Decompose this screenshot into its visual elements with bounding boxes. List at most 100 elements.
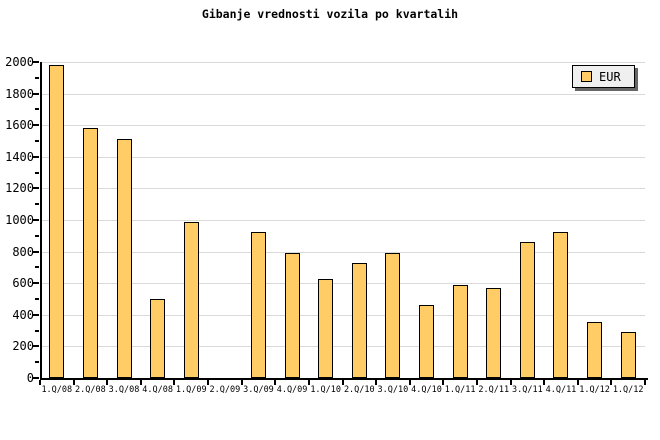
bar <box>150 299 166 378</box>
bar <box>351 263 367 378</box>
x-axis-label: 1.Q/11 <box>444 385 476 395</box>
bar <box>49 65 65 378</box>
x-axis-label: 2.Q/09 <box>209 385 241 395</box>
x-tick <box>173 380 176 385</box>
y-axis-line <box>40 62 42 380</box>
bar <box>116 139 132 378</box>
x-tick <box>644 380 646 385</box>
x-tick <box>341 380 344 385</box>
x-axis-label: 4.Q/11 <box>545 385 577 395</box>
bar <box>553 231 569 378</box>
gridline <box>40 93 645 95</box>
y-major-tick <box>33 155 39 158</box>
x-axis-label: 4.Q/10 <box>411 385 442 395</box>
y-major-tick <box>33 187 39 190</box>
y-major-tick <box>33 61 39 63</box>
y-major-tick <box>33 92 39 95</box>
x-tick <box>375 380 378 385</box>
gridline <box>40 125 645 127</box>
bar <box>284 253 300 378</box>
x-tick <box>307 380 310 385</box>
gridline <box>40 62 645 63</box>
y-major-tick <box>33 124 39 127</box>
x-axis-label: 3.Q/08 <box>108 385 140 395</box>
x-tick <box>509 380 512 385</box>
bar <box>250 231 266 378</box>
x-tick <box>610 380 613 385</box>
y-minor-tick <box>35 329 39 332</box>
bar <box>587 321 603 378</box>
bar <box>183 221 199 378</box>
y-axis-label: 400 <box>12 307 34 322</box>
x-axis-label: 1.Q/08 <box>41 385 73 395</box>
x-axis-label: 4.Q/08 <box>142 385 173 395</box>
gridline <box>40 251 645 253</box>
x-tick <box>408 380 411 385</box>
bar <box>318 279 334 378</box>
x-axis-label: 1.Q/12 <box>579 385 610 395</box>
bar <box>486 287 502 378</box>
x-tick <box>72 380 75 385</box>
x-tick <box>240 380 243 385</box>
y-axis-label: 0 <box>26 371 34 385</box>
y-minor-tick <box>35 203 39 206</box>
y-major-tick <box>33 377 39 379</box>
y-major-tick <box>33 219 39 221</box>
bar <box>385 253 401 378</box>
plot-area: 0 200 400 600 800 1000 1200 1400 1600 1800 2000 1.Q… <box>5 55 648 395</box>
x-axis-label: 3.Q/09 <box>243 385 274 395</box>
y-minor-tick <box>35 298 39 300</box>
y-major-tick <box>33 345 39 348</box>
x-tick <box>207 380 210 385</box>
x-tick <box>475 380 478 385</box>
x-axis-label: 2.Q/11 <box>478 385 510 395</box>
y-major-tick <box>33 313 39 316</box>
legend-label: EUR <box>599 69 621 84</box>
gridline <box>40 283 645 285</box>
gridline <box>40 188 645 190</box>
y-axis-label: 1200 <box>5 181 34 196</box>
y-major-tick <box>33 250 39 253</box>
y-axis-label: 1600 <box>5 118 34 133</box>
x-tick <box>106 380 109 385</box>
gridline <box>40 220 645 221</box>
x-tick <box>139 380 142 385</box>
y-axis-label: 800 <box>12 244 34 259</box>
x-axis-label: 1.Q/10 <box>310 385 342 395</box>
legend-swatch-icon <box>581 71 592 82</box>
x-axis-label: 1.Q/09 <box>175 385 207 395</box>
x-tick <box>39 380 41 385</box>
x-axis-label: 3.Q/10 <box>377 385 409 395</box>
y-axis-label: 200 <box>12 339 34 354</box>
legend: EUR <box>572 65 635 88</box>
bar <box>82 128 98 378</box>
y-axis-label: 1000 <box>5 213 34 227</box>
x-tick <box>274 380 277 385</box>
x-axis-label: 2.Q/08 <box>75 385 106 395</box>
bar <box>519 242 535 378</box>
y-minor-tick <box>35 76 39 79</box>
y-minor-tick <box>35 266 39 269</box>
x-tick <box>576 380 579 385</box>
bar <box>620 332 636 378</box>
x-axis-line <box>40 378 648 380</box>
gridline <box>40 314 645 316</box>
y-axis-label: 2000 <box>5 55 34 69</box>
chart-title: Gibanje vrednosti vozila po kvartalih <box>201 7 459 21</box>
y-minor-tick <box>35 234 39 237</box>
x-axis-label: 2.Q/10 <box>343 385 375 395</box>
y-axis-label: 1400 <box>5 149 34 164</box>
x-axis-label: 3.Q/11 <box>511 385 543 395</box>
x-tick <box>543 380 546 385</box>
x-axis-label: 4.Q/09 <box>276 385 308 395</box>
bar <box>419 305 435 378</box>
y-minor-tick <box>35 140 39 142</box>
y-major-tick <box>33 282 39 285</box>
y-axis-label: 600 <box>12 276 34 291</box>
bar <box>452 284 468 378</box>
y-minor-tick <box>35 361 39 364</box>
gridline <box>40 346 645 348</box>
y-minor-tick <box>35 108 39 111</box>
y-axis-label: 1800 <box>5 86 34 101</box>
